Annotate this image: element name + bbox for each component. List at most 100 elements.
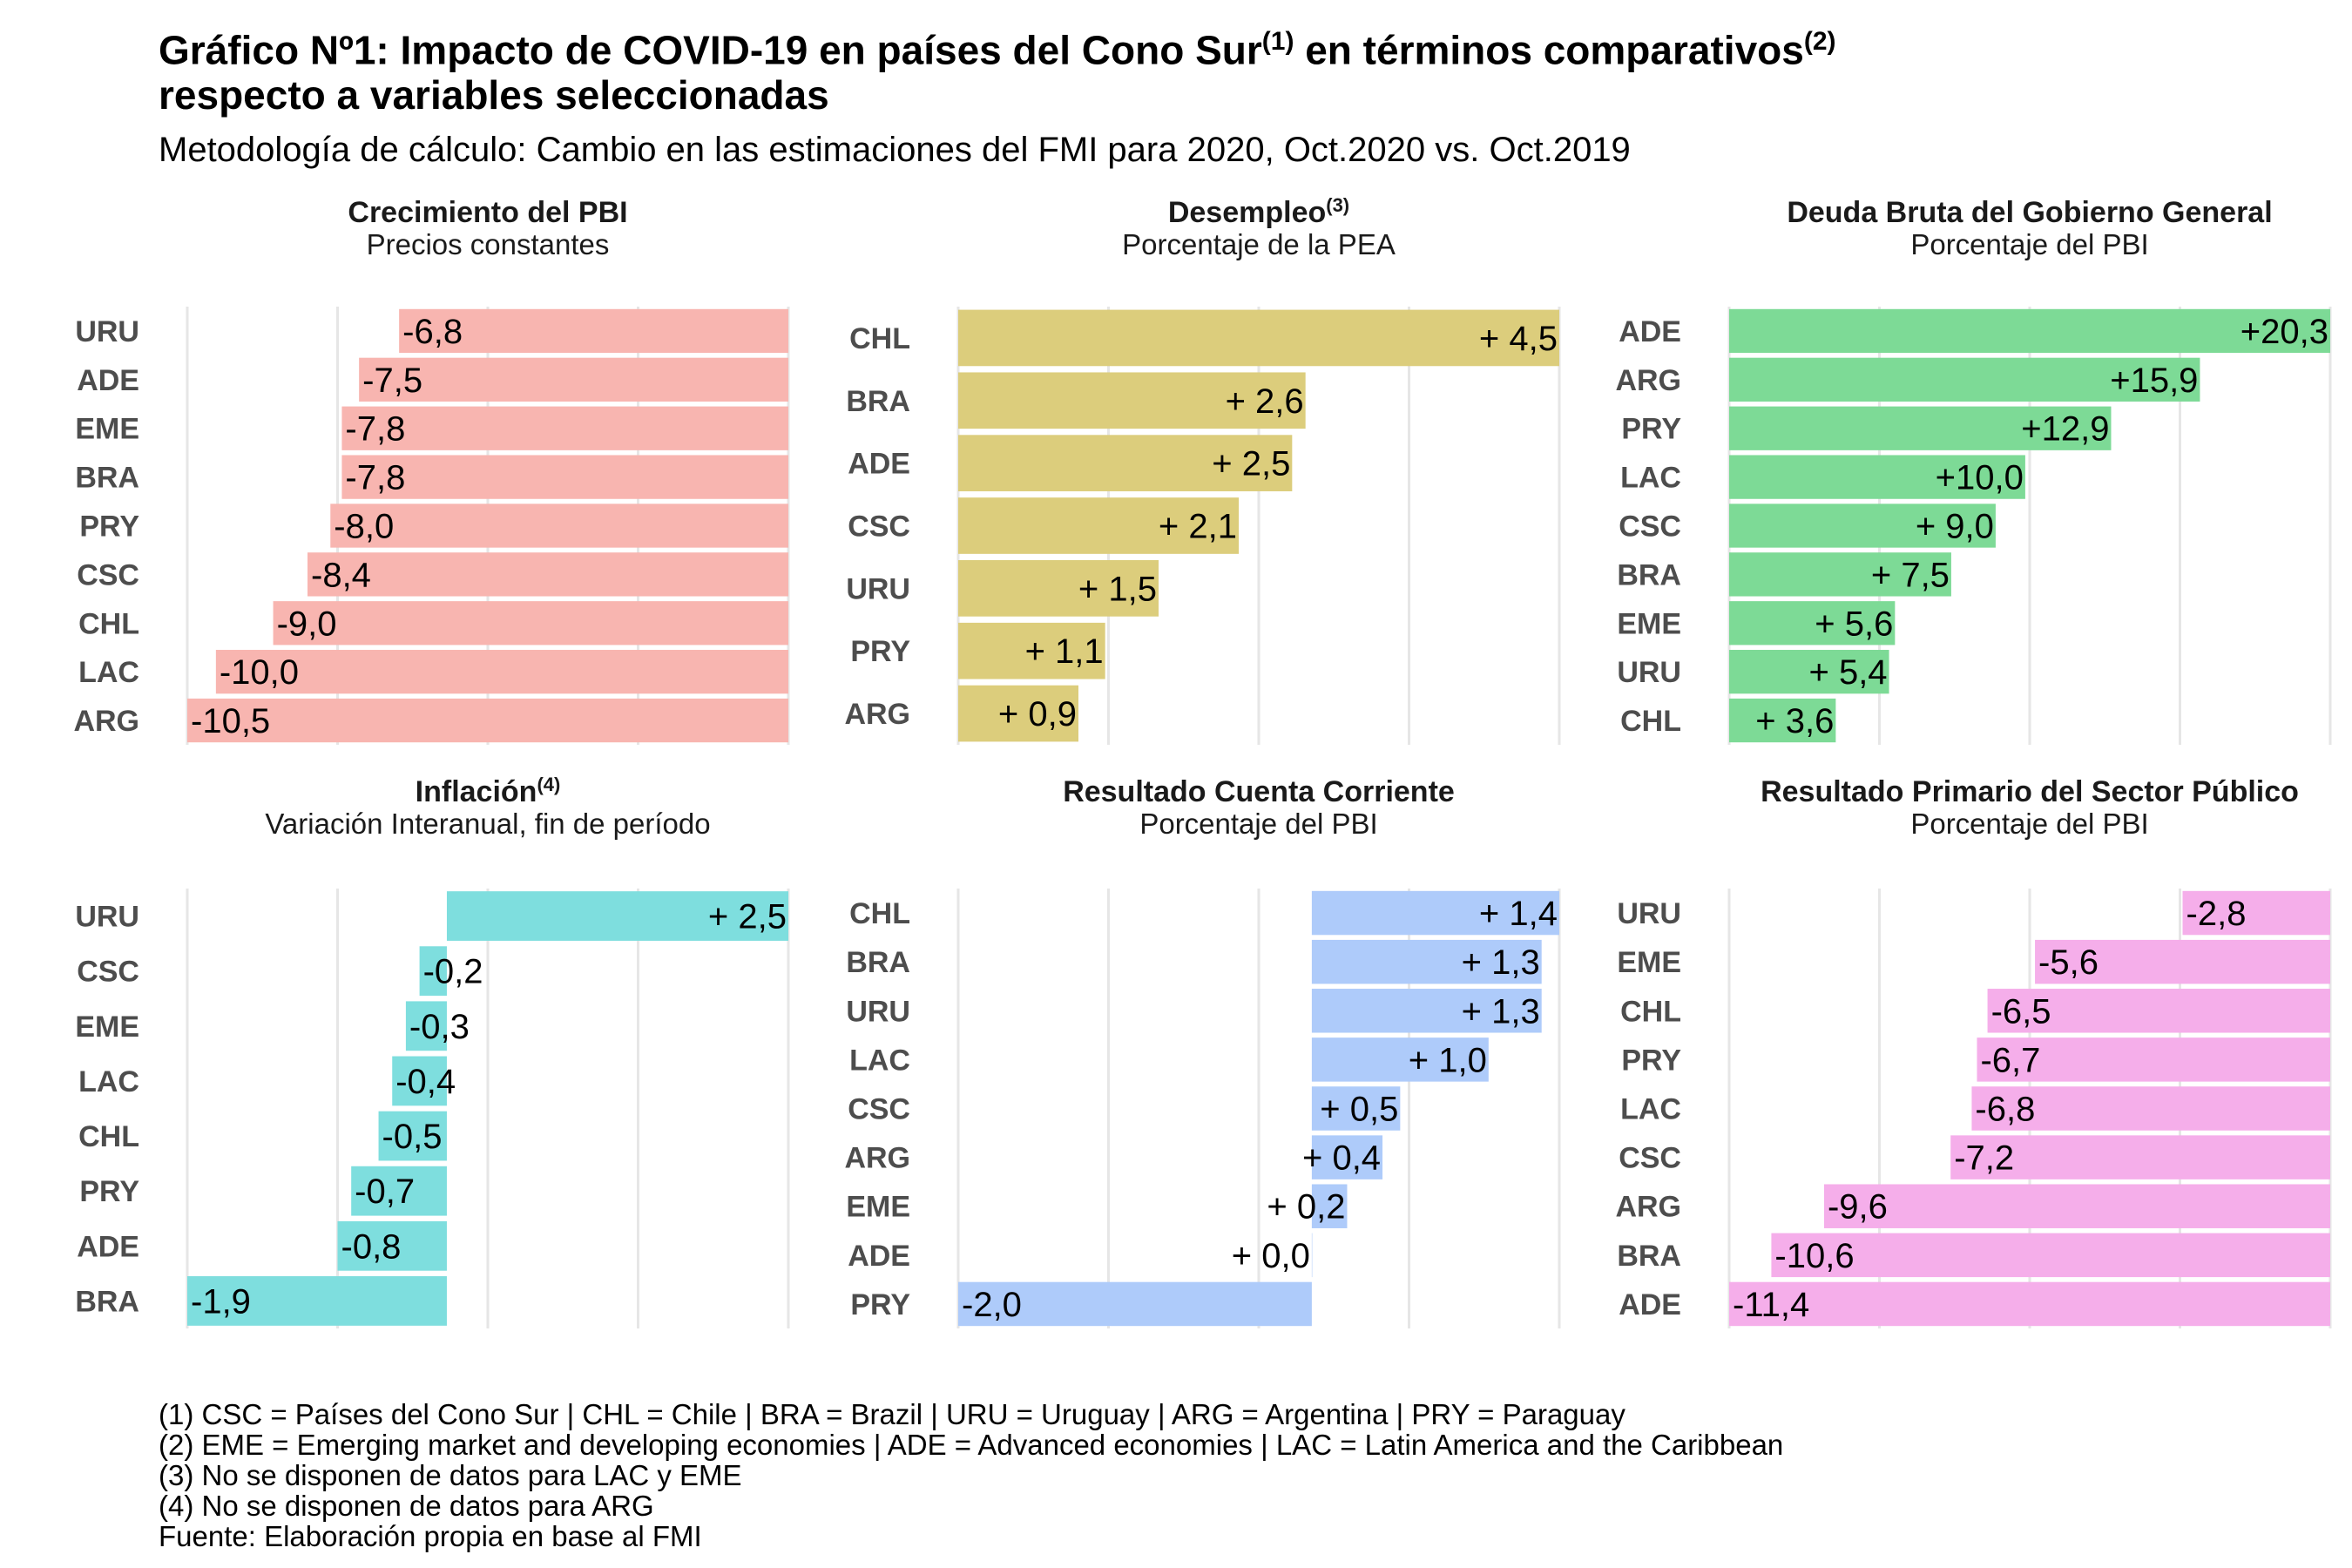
panel-1-subtitle: Precios constantes xyxy=(367,228,610,260)
panel-1-data-label-ade: -7,5 xyxy=(362,362,422,400)
footnote-1: (1) CSC = Países del Cono Sur | CHL = Ch… xyxy=(159,1398,1625,1430)
panel-5-data-label-uru: + 1,3 xyxy=(1462,992,1540,1031)
panel-3-bar-uru xyxy=(1729,650,1889,694)
footnote-4: (4) No se disponen de datos para ARG xyxy=(159,1490,654,1522)
panel-1-title: Crecimiento del PBI xyxy=(348,196,627,229)
panel-6-category-uru: URU xyxy=(1617,897,1681,930)
footnote-source: Fuente: Elaboración propia en base al FM… xyxy=(159,1520,702,1552)
panel-3-bar-ade xyxy=(1729,308,2330,354)
panel-1-category-arg: ARG xyxy=(73,705,139,738)
panel-2-bar-uru xyxy=(958,560,1159,617)
panel-5-bar-arg xyxy=(1311,1135,1383,1179)
panel-1-data-label-csc: -8,4 xyxy=(311,556,371,594)
panel-1-data-label-eme: -7,8 xyxy=(345,410,405,449)
panel-3-category-eme: EME xyxy=(1617,607,1681,640)
panel-6-data-label-ade: -11,4 xyxy=(1733,1286,1809,1324)
panel-5-data-label-arg: + 0,4 xyxy=(1302,1139,1381,1178)
panel-1-category-bra: BRA xyxy=(75,462,139,495)
title-mid: en términos comparativos xyxy=(1294,27,1804,73)
panel-1-bar-ade xyxy=(359,357,788,402)
panel-1-bar-lac xyxy=(215,650,788,694)
panel-2-data-label-chl: + 4,5 xyxy=(1479,320,1558,358)
panel-3-bar-csc xyxy=(1729,504,1996,548)
panel-2-category-chl: CHL xyxy=(849,322,910,355)
panel-4-data-label-bra: -1,9 xyxy=(191,1282,251,1321)
title-sup1: (1) xyxy=(1261,27,1294,56)
panel-5-category-chl: CHL xyxy=(849,897,910,930)
panel-2-category-uru: URU xyxy=(846,572,910,605)
panel-5-category-csc: CSC xyxy=(848,1093,910,1126)
panel-2-bar-chl xyxy=(958,309,1559,367)
panel-6-category-lac: LAC xyxy=(1620,1093,1681,1126)
panel-4-category-eme: EME xyxy=(75,1010,139,1044)
panel-4-bar-pry xyxy=(351,1166,447,1216)
panel-1-bar-pry xyxy=(330,504,788,548)
panel-4-data-label-ade: -0,8 xyxy=(341,1227,402,1266)
panel-4-category-ade: ADE xyxy=(77,1230,139,1263)
title-sup2: (2) xyxy=(1803,27,1836,56)
panel-6-bar-eme xyxy=(2035,939,2330,984)
panel-4-title: Inflación(4) xyxy=(416,774,561,808)
panel-3-bar-eme xyxy=(1729,601,1896,645)
panel-5-data-label-ade: + 0,0 xyxy=(1232,1237,1310,1275)
panel-6-data-label-bra: -10,6 xyxy=(1774,1237,1854,1275)
panel-6-category-bra: BRA xyxy=(1617,1240,1681,1273)
panel-4-bar-lac xyxy=(392,1056,447,1106)
footnote-3: (3) No se disponen de datos para LAC y E… xyxy=(159,1459,742,1491)
chart-title-line2: respecto a variables seleccionadas xyxy=(159,72,829,118)
panel-3-category-pry: PRY xyxy=(1621,413,1681,446)
panel-4-title-sup: (4) xyxy=(537,774,560,795)
panel-3-bar-arg xyxy=(1729,357,2200,402)
panel-5-bar-pry xyxy=(958,1281,1312,1327)
panel-2-data-label-pry: + 1,1 xyxy=(1025,632,1104,671)
panel-3-bar-pry xyxy=(1729,406,2112,450)
panel-5-bar-uru xyxy=(1311,989,1542,1033)
panel-6-category-ade: ADE xyxy=(1619,1288,1681,1321)
panel-4-data-label-lac: -0,4 xyxy=(395,1063,456,1101)
panel-1-data-label-bra: -7,8 xyxy=(345,459,405,497)
panel-1-category-csc: CSC xyxy=(77,558,139,591)
panel-6-category-csc: CSC xyxy=(1619,1142,1681,1175)
panel-1-bar-uru xyxy=(399,308,788,354)
chart-subtitle: Metodología de cálculo: Cambio en las es… xyxy=(159,131,1631,169)
panel-6-bar-uru xyxy=(2182,890,2330,936)
panel-4-category-csc: CSC xyxy=(77,956,139,989)
panel-4-data-label-pry: -0,7 xyxy=(355,1173,415,1211)
panel-2-bar-ade xyxy=(958,435,1293,491)
panel-2-data-label-csc: + 2,1 xyxy=(1159,508,1237,546)
panel-5-bar-chl xyxy=(1311,890,1559,936)
panel-2-category-csc: CSC xyxy=(848,510,910,544)
panel-1-category-pry: PRY xyxy=(79,510,139,544)
panel-3-title: Deuda Bruta del Gobierno General xyxy=(1787,196,2272,229)
panel-1-category-uru: URU xyxy=(75,315,139,348)
panel-6-bar-csc xyxy=(1950,1135,2330,1179)
panel-3-data-label-ade: +20,3 xyxy=(2240,313,2328,351)
footnotes: (1) CSC = Países del Cono Sur | CHL = Ch… xyxy=(159,1399,1783,1551)
panel-3-bar-bra xyxy=(1729,552,1951,597)
panel-1-data-label-uru: -6,8 xyxy=(402,313,463,351)
panel-6-category-eme: EME xyxy=(1617,946,1681,979)
panel-5-bar-lac xyxy=(1311,1037,1489,1082)
panel-4-subtitle: Variación Interanual, fin de período xyxy=(265,808,710,840)
panel-5-bar-csc xyxy=(1311,1086,1401,1131)
panel-2-title-sup: (3) xyxy=(1326,194,1349,216)
panel-1-bar-chl xyxy=(273,601,789,645)
panel-1-data-label-chl: -9,0 xyxy=(277,605,337,643)
panel-5-category-bra: BRA xyxy=(846,946,910,979)
panel-3-category-lac: LAC xyxy=(1620,462,1681,495)
panel-3-bar-lac xyxy=(1729,455,2025,499)
panel-2-bar-csc xyxy=(958,497,1239,554)
panel-4-category-pry: PRY xyxy=(79,1175,139,1208)
panel-5-category-ade: ADE xyxy=(848,1240,910,1273)
panel-3-category-ade: ADE xyxy=(1619,315,1681,348)
panel-4-category-lac: LAC xyxy=(78,1065,139,1098)
panel-6-bar-bra xyxy=(1771,1233,2330,1278)
panel-4-data-label-uru: + 2,5 xyxy=(708,898,787,936)
panel-3-category-uru: URU xyxy=(1617,656,1681,689)
panel-5-data-label-eme: + 0,2 xyxy=(1267,1188,1345,1227)
panel-3-category-arg: ARG xyxy=(1615,364,1681,397)
panel-6-title: Resultado Primario del Sector Público xyxy=(1761,775,2299,808)
panel-5-data-label-pry: -2,0 xyxy=(962,1286,1022,1324)
panel-1-data-label-lac: -10,0 xyxy=(220,653,299,692)
